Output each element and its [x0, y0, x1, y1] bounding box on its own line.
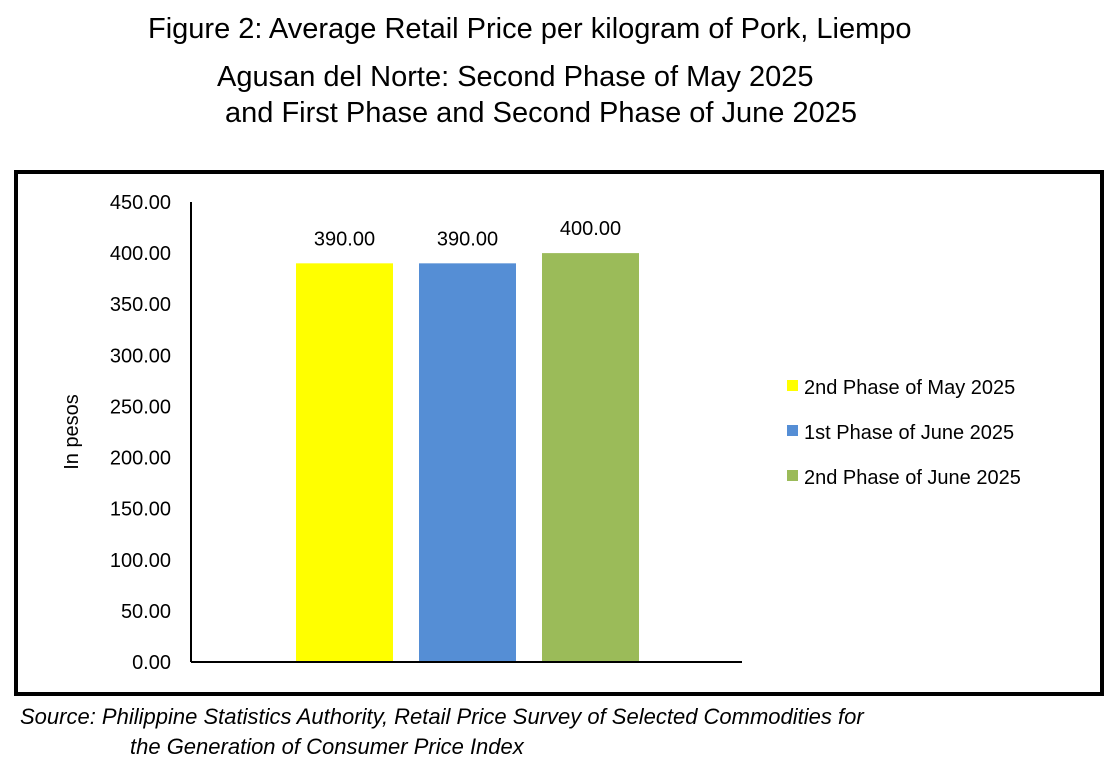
y-tick-label: 100.00 — [110, 550, 171, 572]
legend-label-1: 2nd Phase of May 2025 — [804, 377, 1015, 399]
y-tick-label: 300.00 — [110, 345, 171, 367]
source-note-line-2: the Generation of Consumer Price Index — [130, 734, 524, 759]
data-label-2: 390.00 — [437, 228, 498, 250]
bar-2 — [419, 263, 516, 662]
y-tick-label: 150.00 — [110, 499, 171, 521]
bars — [296, 253, 639, 662]
y-axis-ticks: 0.00 50.00 100.00 150.00 200.00 250.00 300.00 3… — [110, 192, 171, 674]
legend-label-2: 1st Phase of June 2025 — [804, 422, 1014, 444]
data-label-1: 390.00 — [314, 228, 375, 250]
source-note-line-1: Source: Philippine Statistics Authority,… — [20, 704, 864, 729]
data-labels: 390.00 390.00 400.00 — [314, 218, 621, 250]
legend-swatch-1 — [787, 380, 798, 391]
y-tick-label: 0.00 — [132, 652, 171, 674]
y-tick-label: 250.00 — [110, 396, 171, 418]
y-tick-label: 350.00 — [110, 294, 171, 316]
chart-title-line-1: Figure 2: Average Retail Price per kilog… — [148, 13, 912, 45]
bar-3 — [542, 253, 639, 662]
bar-1 — [296, 263, 393, 662]
y-tick-label: 200.00 — [110, 448, 171, 470]
legend: 2nd Phase of May 2025 1st Phase of June 2… — [787, 377, 1021, 489]
legend-swatch-3 — [787, 470, 798, 481]
chart-title-line-2: Agusan del Norte: Second Phase of May 20… — [217, 61, 814, 93]
y-tick-label: 400.00 — [110, 243, 171, 265]
legend-swatch-2 — [787, 425, 798, 436]
y-tick-label: 450.00 — [110, 192, 171, 214]
y-axis-title: In pesos — [61, 394, 83, 470]
data-label-3: 400.00 — [560, 218, 621, 240]
legend-label-3: 2nd Phase of June 2025 — [804, 467, 1021, 489]
chart-title-line-3: and First Phase and Second Phase of June… — [225, 97, 857, 129]
chart-frame — [14, 170, 1104, 696]
y-tick-label: 50.00 — [121, 601, 171, 623]
